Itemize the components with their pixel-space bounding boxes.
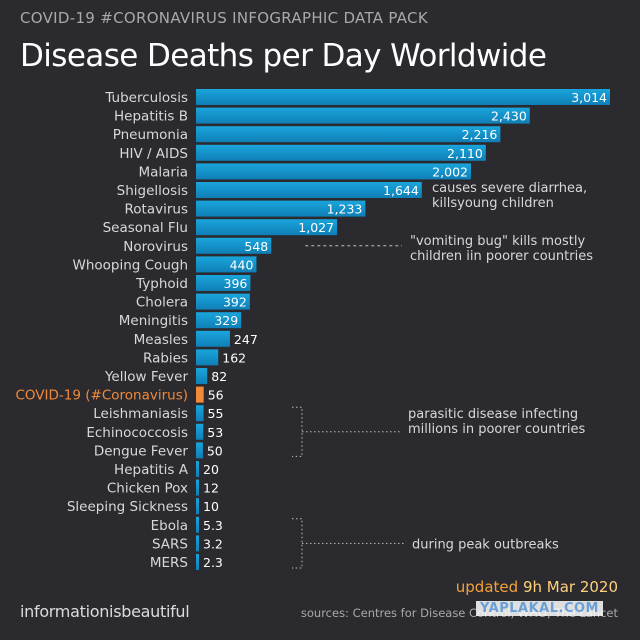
category-label-rotavirus: Rotavirus [125, 202, 188, 218]
value-label-hiv-aids: 2,110 [447, 146, 483, 161]
value-label-yellow-fever: 82 [211, 369, 227, 384]
value-label-mers: 2.3 [203, 555, 223, 570]
value-label-ebola: 5.3 [203, 518, 223, 533]
bar-rabies [196, 349, 219, 366]
value-label-cholera: 392 [223, 295, 247, 310]
watermark: YAPLAKAL.COM [476, 601, 603, 616]
bar-whooping-cough [196, 256, 257, 273]
value-label-hepatitis-b: 2,430 [491, 109, 527, 124]
category-label-measles: Measles [134, 332, 188, 348]
bar-malaria [196, 163, 471, 180]
value-label-malaria: 2,002 [432, 164, 468, 179]
bar-yellow-fever [196, 368, 208, 384]
category-label-meningitis: Meningitis [119, 313, 188, 329]
category-label-mers: MERS [150, 555, 188, 571]
category-label-echinococcosis: Echinococcosis [86, 425, 188, 441]
value-label-echinococcosis: 53 [207, 425, 223, 440]
pack-title: COVID-19 #CORONAVIRUS INFOGRAPHIC DATA P… [20, 9, 428, 27]
category-label-dengue-fever: Dengue Fever [94, 443, 189, 459]
value-label-hepatitis-a: 20 [203, 462, 219, 477]
value-label-chicken-pox: 12 [203, 481, 219, 496]
value-label-measles: 247 [234, 332, 258, 347]
bar-sleeping-sickness [196, 498, 199, 515]
bar-shigellosis [196, 182, 422, 198]
category-label-norovirus: Norovirus [123, 239, 188, 255]
bar-cholera [196, 293, 250, 310]
value-label-rotavirus: 1,233 [327, 202, 363, 217]
bar-seasonal-flu [196, 219, 338, 236]
category-label-chicken-pox: Chicken Pox [107, 481, 188, 497]
category-label-hepatitis-a: Hepatitis A [114, 462, 189, 478]
value-label-typhoid: 396 [224, 276, 248, 291]
annotation-text: killsyoung children [432, 196, 554, 211]
bar-measles [196, 330, 230, 347]
category-label-seasonal-flu: Seasonal Flu [103, 220, 188, 236]
bar-typhoid [196, 275, 251, 291]
annotation-bracket [292, 518, 404, 569]
annotations-layer: causes severe diarrhea,killsyoung childr… [292, 181, 593, 569]
category-label-rabies: Rabies [143, 350, 188, 366]
bar-ebola [196, 516, 199, 533]
annotation-text: parasitic disease infecting [408, 407, 578, 422]
annotation-text: during peak outbreaks [412, 537, 559, 552]
bar-covid-19-coronavirus [196, 386, 204, 403]
value-label-sleeping-sickness: 10 [203, 499, 219, 514]
value-label-meningitis: 329 [214, 313, 238, 328]
bar-hepatitis-a [196, 461, 199, 477]
value-label-pneumonia: 2,216 [462, 127, 498, 142]
value-label-shigellosis: 1,644 [383, 183, 419, 198]
bar-leishmaniasis [196, 405, 204, 422]
value-label-dengue-fever: 50 [207, 443, 223, 458]
category-label-hiv-aids: HIV / AIDS [119, 146, 188, 162]
annotation-text: millions in poorer countries [408, 422, 586, 437]
bar-dengue-fever [196, 442, 203, 459]
category-label-hepatitis-b: Hepatitis B [114, 109, 188, 125]
bar-pneumonia [196, 126, 501, 143]
category-label-cholera: Cholera [136, 295, 188, 311]
annotation-text: causes severe diarrhea, [432, 181, 587, 196]
category-label-malaria: Malaria [138, 164, 188, 180]
category-label-yellow-fever: Yellow Fever [104, 369, 188, 385]
bar-meningitis [196, 312, 242, 329]
value-label-covid-19-coronavirus: 56 [208, 388, 224, 403]
chart-title: Disease Deaths per Day Worldwide [20, 38, 547, 74]
bar-rotavirus [196, 200, 366, 217]
category-label-sleeping-sickness: Sleeping Sickness [67, 499, 188, 515]
category-label-covid-19-coronavirus: COVID-19 (#Coronavirus) [15, 388, 188, 404]
updated-note: updated 9h Mar 2020 [456, 578, 618, 596]
bar-sars [196, 535, 199, 552]
value-label-sars: 3.2 [203, 536, 223, 551]
category-label-leishmaniasis: Leishmaniasis [93, 406, 188, 422]
bar-hiv-aids [196, 144, 486, 161]
bars-layer: Tuberculosis 3,014 Hepatitis B 2,430 Pneumon… [15, 89, 610, 571]
value-label-norovirus: 548 [244, 239, 268, 254]
bar-chicken-pox [196, 479, 199, 496]
value-label-tuberculosis: 3,014 [571, 90, 607, 105]
bar-norovirus [196, 237, 272, 254]
category-label-tuberculosis: Tuberculosis [104, 90, 188, 106]
category-label-whooping-cough: Whooping Cough [72, 257, 188, 273]
bar-mers [196, 554, 199, 570]
category-label-typhoid: Typhoid [135, 276, 188, 292]
value-label-rabies: 162 [222, 350, 246, 365]
updated-prefix: updated [455, 578, 523, 596]
annotation-bracket [292, 406, 400, 457]
value-label-seasonal-flu: 1,027 [298, 220, 334, 235]
brand-logo-text: informationisbeautiful [20, 602, 190, 621]
category-label-shigellosis: Shigellosis [117, 183, 188, 199]
value-label-whooping-cough: 440 [230, 257, 254, 272]
category-label-sars: SARS [152, 536, 188, 552]
annotation-text: children iin poorer countries [410, 249, 593, 264]
category-label-ebola: Ebola [151, 518, 188, 534]
category-label-pneumonia: Pneumonia [113, 127, 188, 143]
bar-tuberculosis [196, 89, 610, 105]
annotation-text: "vomiting bug" kills mostly [410, 234, 585, 249]
bar-hepatitis-b [196, 107, 530, 124]
updated-date: 9h Mar 2020 [522, 578, 618, 596]
bar-echinococcosis [196, 423, 204, 440]
value-label-leishmaniasis: 55 [208, 406, 224, 421]
